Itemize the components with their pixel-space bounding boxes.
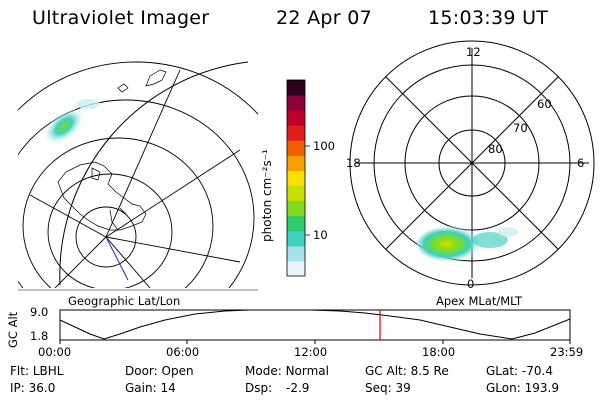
aurora-emission-right <box>417 226 483 262</box>
coastlines <box>57 69 167 231</box>
aurora-faint-left <box>76 99 100 109</box>
status-glon: GLon: 193.9 <box>486 381 559 395</box>
mlt-label-0: 0 <box>467 277 475 291</box>
colorbar-segment <box>287 140 305 156</box>
colorbar-segment <box>287 215 305 232</box>
status-seq: Seq: 39 <box>365 381 411 395</box>
left-panel-caption: Geographic Lat/Lon <box>68 294 181 308</box>
status-glat-value: -70.4 <box>521 364 553 378</box>
aurora-emission-left <box>45 109 83 143</box>
latitude-circles <box>18 61 258 288</box>
x-tick-1200: 12:00 <box>294 345 328 359</box>
status-door: Door: Open <box>125 364 194 378</box>
header-time: 15:03:39 UT <box>428 7 549 29</box>
status-glon-value: 193.9 <box>524 381 559 395</box>
colorbar-tick-10: 10 <box>313 228 328 242</box>
status-gc-alt-value: 8.5 Re <box>410 364 449 378</box>
status-glat: GLat: -70.4 <box>486 364 553 378</box>
colorbar-title: photon cm⁻²s⁻¹ <box>260 149 274 242</box>
colorbar-segment <box>287 80 305 96</box>
status-ip: IP: 36.0 <box>10 381 56 395</box>
mlt-label-12: 12 <box>466 45 481 59</box>
app-title: Ultraviolet Imager <box>32 7 210 29</box>
x-tick-2359: 23:59 <box>550 345 584 359</box>
status-mode: Mode: Normal <box>245 364 329 378</box>
altitude-ymin: 1.8 <box>30 329 49 343</box>
status-gain: Gain: 14 <box>125 381 176 395</box>
x-tick-0000: 00:00 <box>38 345 72 359</box>
header-date: 22 Apr 07 <box>276 7 373 29</box>
track-line <box>105 236 129 281</box>
status-ip-value: 36.0 <box>28 381 56 395</box>
aurora-tail-right <box>472 232 508 248</box>
status-seq-value: 39 <box>395 381 411 395</box>
colorbar-segment <box>287 200 305 217</box>
colorbar-segment <box>287 260 305 277</box>
status-gc-alt: GC Alt: 8.5 Re <box>365 364 449 378</box>
status-dsp-value: -2.9 <box>285 381 310 395</box>
mlat-label-80: 80 <box>488 142 503 156</box>
altitude-curve <box>59 309 571 340</box>
x-tick-0600: 06:00 <box>166 345 200 359</box>
status-mode-value: Normal <box>285 364 329 378</box>
earth-limb <box>59 61 249 286</box>
status-door-value: Open <box>161 364 194 378</box>
altitude-plot <box>59 309 571 344</box>
status-filter: Flt: LBHL <box>10 364 64 378</box>
geographic-map-panel <box>18 61 258 288</box>
mlat-label-70: 70 <box>513 121 528 135</box>
aurora-faint-right <box>498 227 518 237</box>
colorbar-tick-100: 100 <box>313 139 335 153</box>
mlt-label-18: 18 <box>346 156 361 170</box>
colorbar-segment <box>287 170 305 187</box>
status-dsp: Dsp: -2.9 <box>245 381 310 395</box>
colorbar-segment <box>287 245 305 262</box>
status-gain-value: 14 <box>160 381 176 395</box>
colorbar-segment <box>287 95 305 111</box>
colorbar <box>286 79 310 277</box>
colorbar-segment <box>287 230 305 247</box>
altitude-ymax: 9.0 <box>30 305 49 319</box>
meridians <box>29 69 241 288</box>
status-filter-value: LBHL <box>32 364 64 378</box>
colorbar-segment <box>287 185 305 202</box>
mlat-label-60: 60 <box>537 97 552 111</box>
altitude-ylabel: GC Alt <box>6 311 20 348</box>
right-panel-caption: Apex MLat/MLT <box>436 294 523 308</box>
mlt-label-6: 6 <box>577 156 585 170</box>
x-tick-1800: 18:00 <box>422 345 456 359</box>
colorbar-segment <box>287 110 305 126</box>
colorbar-segment <box>287 125 305 141</box>
colorbar-segment <box>287 155 305 171</box>
